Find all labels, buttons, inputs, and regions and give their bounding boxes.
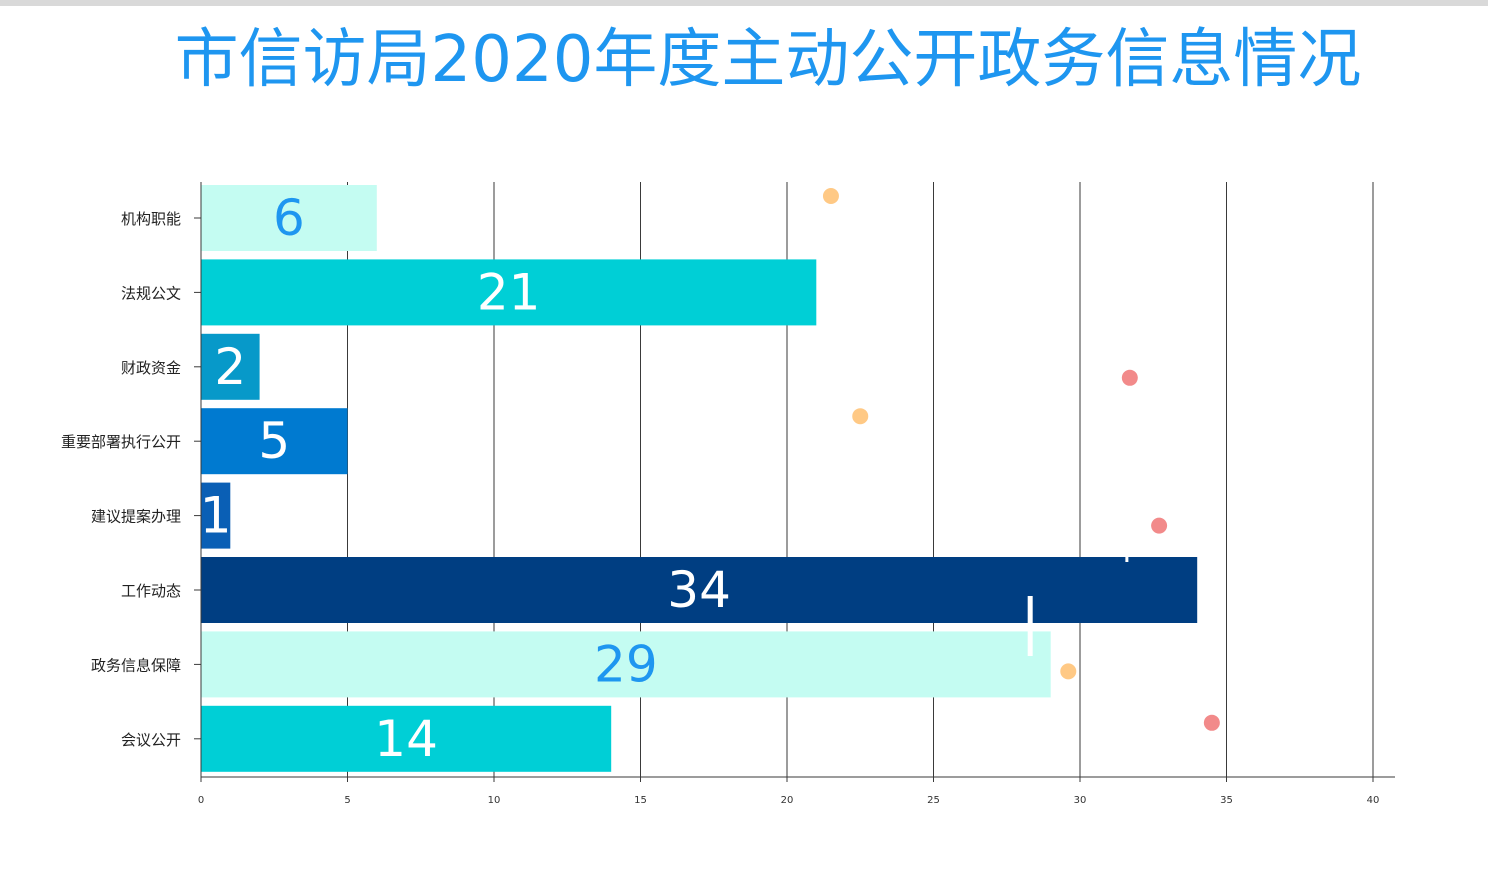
- decorative-dots: [822, 188, 1220, 731]
- category-label: 政务信息保障: [91, 656, 181, 674]
- bar: [201, 333, 260, 400]
- category-label: 财政资金: [121, 359, 181, 377]
- category-label: 工作动态: [121, 582, 181, 600]
- x-tick-label: 15: [634, 795, 647, 806]
- decorative-dot: [1203, 714, 1220, 731]
- category-label: 机构职能: [121, 210, 181, 228]
- bar: [201, 631, 1051, 698]
- x-tick-label: 40: [1367, 795, 1380, 806]
- x-tick-label: 0: [198, 795, 204, 806]
- bar: [201, 482, 231, 549]
- x-tick-label: 25: [927, 795, 940, 806]
- decorative-dot: [852, 408, 869, 425]
- bar-value-label: 5: [258, 412, 290, 470]
- bars: [201, 185, 1198, 772]
- bar-value-label: 14: [374, 710, 438, 768]
- bar-value-label: 29: [594, 635, 658, 693]
- x-tick-label: 35: [1220, 795, 1233, 806]
- decorative-dot: [1121, 369, 1138, 386]
- category-label: 建议提案办理: [91, 508, 181, 526]
- top-band: [0, 0, 1488, 6]
- x-tick-label: 5: [344, 795, 350, 806]
- bar-value-label: 34: [667, 561, 731, 619]
- decorative-dot: [822, 188, 839, 204]
- bar: [201, 185, 377, 251]
- bar-value-label: 2: [214, 338, 246, 396]
- x-tick-label: 10: [488, 795, 501, 806]
- page-title: 市信访局2020年度主动公开政务信息情况: [174, 23, 1362, 97]
- category-label: 法规公文: [121, 284, 181, 302]
- decorative-dot: [1060, 663, 1077, 680]
- category-label: 会议公开: [121, 731, 181, 749]
- bar-value-label: 1: [200, 487, 232, 545]
- bar: [201, 408, 348, 475]
- category-label: 重要部署执行公开: [61, 433, 181, 451]
- x-tick-label: 20: [781, 795, 794, 806]
- decorative-dot: [1151, 517, 1168, 534]
- bar: [201, 259, 817, 326]
- bar: [201, 705, 612, 772]
- bar-value-label: 21: [477, 263, 541, 321]
- axes: 0 5 10 15 20 25 30 35 40机构职能法规公文财政资金重要部署执行公开建议提案…: [61, 182, 1395, 806]
- bar-value-label: 6: [273, 189, 305, 247]
- x-tick-label: 30: [1074, 795, 1087, 806]
